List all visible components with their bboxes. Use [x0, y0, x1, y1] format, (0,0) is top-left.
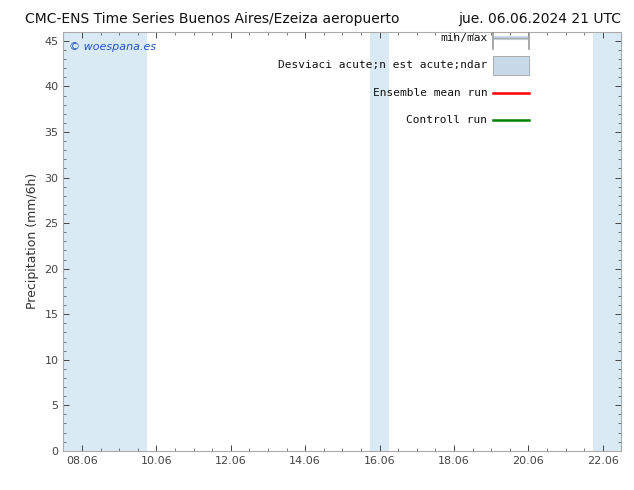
Text: CMC-ENS Time Series Buenos Aires/Ezeiza aeropuerto: CMC-ENS Time Series Buenos Aires/Ezeiza …	[25, 12, 400, 26]
Text: Ensemble mean run: Ensemble mean run	[373, 88, 488, 98]
Bar	[63, 32, 147, 451]
Y-axis label: Precipitation (mm/6h): Precipitation (mm/6h)	[26, 173, 39, 310]
Text: Controll run: Controll run	[406, 115, 488, 125]
Bar	[370, 32, 389, 451]
Bar	[493, 56, 529, 74]
Text: © woespana.es: © woespana.es	[69, 42, 156, 52]
Text: min/max: min/max	[440, 33, 488, 43]
Text: jue. 06.06.2024 21 UTC: jue. 06.06.2024 21 UTC	[458, 12, 621, 26]
Text: Desviaci acute;n est acute;ndar: Desviaci acute;n est acute;ndar	[278, 60, 488, 71]
Bar	[593, 32, 621, 451]
